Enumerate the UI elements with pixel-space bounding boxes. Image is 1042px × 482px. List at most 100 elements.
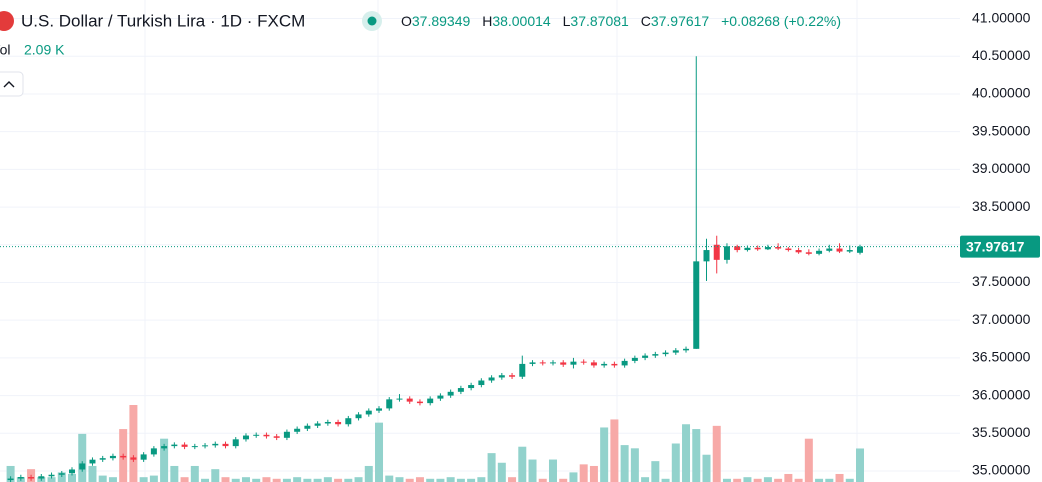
candle-body <box>631 357 638 361</box>
l-key: L <box>563 13 571 29</box>
volume-bar <box>415 477 424 482</box>
volume-bar <box>825 478 834 482</box>
volume-bar <box>815 478 824 482</box>
candle-body <box>775 247 782 249</box>
candle-body <box>457 388 464 392</box>
y-tick-label: 41.00000 <box>972 9 1031 25</box>
volume-bar <box>538 478 547 482</box>
volume-bar <box>395 477 404 482</box>
candle-body <box>283 431 290 438</box>
candle-body <box>795 250 802 253</box>
candle-body <box>58 473 65 475</box>
candle-body <box>611 363 618 366</box>
candle-body <box>744 247 751 251</box>
h-key: H <box>482 13 492 29</box>
candle-body <box>427 398 434 404</box>
candle-body <box>478 380 485 386</box>
candle-body <box>28 477 35 479</box>
candle-body <box>161 446 168 449</box>
candle-body <box>17 477 24 479</box>
candle-body <box>294 428 301 432</box>
y-tick-label: 36.50000 <box>972 349 1031 365</box>
candle-body <box>549 362 556 364</box>
volume-bar <box>211 469 220 482</box>
candle-body <box>345 418 352 425</box>
candle-body <box>355 414 362 419</box>
volume-bar <box>170 465 179 482</box>
volume-bar <box>78 433 87 482</box>
volume-bar <box>641 477 650 482</box>
volume-bar <box>68 473 77 482</box>
candle-body <box>376 408 383 411</box>
candle-body <box>539 362 546 364</box>
volume-bar <box>201 478 210 482</box>
o-key: O <box>401 13 412 29</box>
candle-body <box>590 362 597 366</box>
candle-body <box>447 391 454 396</box>
volume-bar <box>497 462 506 482</box>
candle-body <box>846 250 853 252</box>
candle-body <box>816 250 823 254</box>
volume-bar <box>149 475 158 482</box>
l-value: 37.87081 <box>570 13 629 29</box>
volume-bar <box>579 464 588 482</box>
volume-bar <box>313 478 322 482</box>
volume-bar <box>743 477 752 482</box>
volume-bar <box>139 477 148 482</box>
volume-bar <box>518 446 527 482</box>
candle-body <box>754 247 761 250</box>
volume-bar <box>98 475 107 482</box>
candle-body <box>171 444 178 447</box>
price-axis: 35.00000 35.50000 36.00000 36.50000 37.00000… <box>960 9 1040 478</box>
candle-body <box>140 454 147 460</box>
candle-body <box>273 436 280 438</box>
candle-body <box>253 434 260 436</box>
volume-bar <box>774 478 783 482</box>
candle-body <box>642 355 649 358</box>
volume-bar <box>753 478 762 482</box>
candle-body <box>396 398 403 400</box>
candle-body <box>202 445 209 447</box>
candle-body <box>212 443 219 446</box>
candle-body <box>570 361 577 365</box>
volume-bar <box>477 477 486 482</box>
candle-body <box>764 247 771 250</box>
candle-body <box>120 455 127 458</box>
volume-bar <box>835 473 844 482</box>
candle-body <box>99 458 106 460</box>
candle-layer <box>0 56 960 482</box>
candle-body <box>509 375 516 377</box>
volume-bar <box>763 477 772 482</box>
candle-body <box>601 363 608 366</box>
change: +0.08268 (+0.22%) <box>721 13 841 29</box>
candle-body <box>621 360 628 366</box>
volume-bar <box>344 478 353 482</box>
candle-body <box>191 446 198 448</box>
status-dot <box>367 16 377 26</box>
volume-bar <box>88 465 97 482</box>
volume-bar <box>804 438 813 482</box>
legend: U.S. Dollar / Turkish Lira · 1D · FXCM O… <box>0 11 841 97</box>
y-tick-label: 35.00000 <box>972 462 1031 478</box>
grid <box>0 0 960 482</box>
candle-body <box>89 459 96 464</box>
volume-bar <box>722 478 731 482</box>
candle-body <box>335 421 342 425</box>
volume-bar <box>794 478 803 482</box>
y-tick-label: 37.00000 <box>972 311 1031 327</box>
volume-bar <box>671 443 680 482</box>
chevron-icon <box>3 81 15 88</box>
volume-bar <box>548 459 557 482</box>
y-tick-label: 37.50000 <box>972 273 1031 289</box>
candle-body <box>662 352 669 355</box>
volume-bar <box>569 472 578 482</box>
y-tick-label: 35.50000 <box>972 424 1031 440</box>
candle-body <box>805 252 812 254</box>
volume-bar <box>231 478 240 482</box>
volume-bar <box>190 465 199 482</box>
y-tick-label: 38.50000 <box>972 198 1031 214</box>
volume-bar <box>282 478 291 482</box>
candle-body <box>498 375 505 378</box>
h-value: 38.00014 <box>492 13 551 29</box>
